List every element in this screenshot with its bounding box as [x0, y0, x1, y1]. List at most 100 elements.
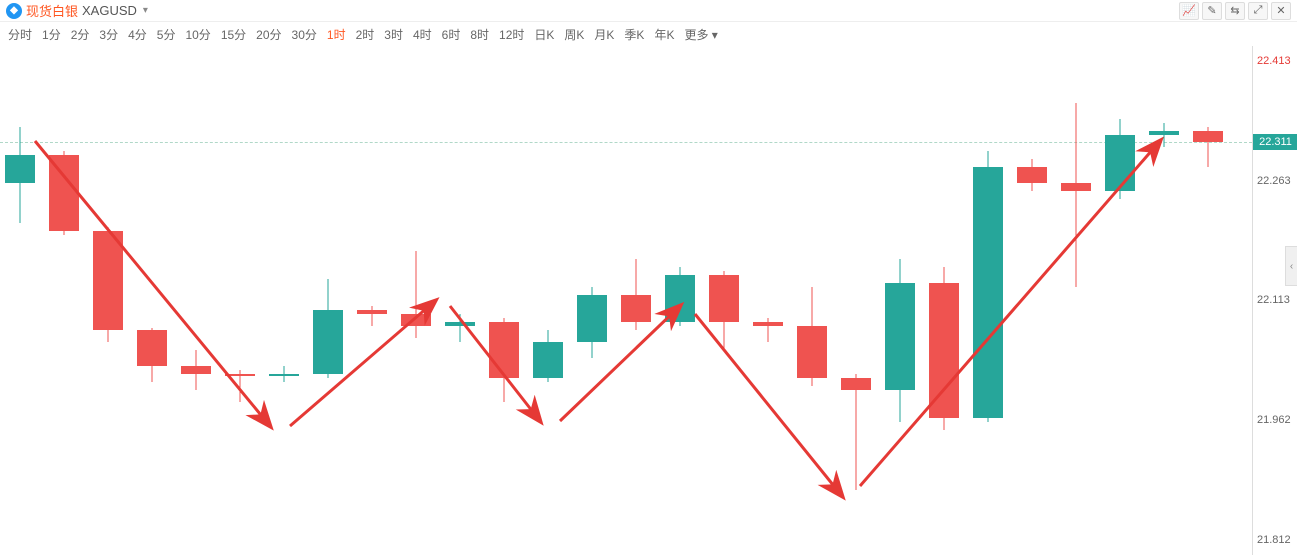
candle-body: [709, 275, 739, 323]
pencil-icon[interactable]: ✎: [1202, 2, 1222, 20]
candle[interactable]: [577, 46, 607, 555]
y-tick: 22.413: [1257, 55, 1291, 67]
timeframe-1分[interactable]: 1分: [42, 26, 61, 43]
arrows-icon[interactable]: ⇆: [1225, 2, 1245, 20]
candle[interactable]: [885, 46, 915, 555]
timeframe-12时[interactable]: 12时: [499, 26, 524, 43]
symbol-area[interactable]: ◆ 现货白银 XAGUSD ▾: [6, 1, 148, 20]
candle[interactable]: [357, 46, 387, 555]
timeframe-5分[interactable]: 5分: [157, 26, 176, 43]
candle-body: [137, 330, 167, 366]
timeframe-bar: 分时 1分 2分 3分 4分 5分 10分 15分 20分 30分 1时 2时 3时 4时 6时 8时 12时日…: [0, 22, 1297, 46]
candle[interactable]: [5, 46, 35, 555]
symbol-icon: ◆: [6, 3, 22, 19]
candle[interactable]: [973, 46, 1003, 555]
candle-body: [489, 322, 519, 378]
timeframe-6时[interactable]: 6时: [442, 26, 461, 43]
timeframe-more[interactable]: 更多 ▾: [684, 26, 717, 43]
candle-body: [1061, 183, 1091, 191]
last-price-tag: 22.311: [1253, 134, 1297, 150]
candle[interactable]: [401, 46, 431, 555]
timeframe-分时[interactable]: 分时: [8, 26, 32, 43]
line-chart-icon[interactable]: 📈: [1179, 2, 1199, 20]
expand-icon[interactable]: ⤢: [1248, 2, 1268, 20]
timeframe-10分[interactable]: 10分: [185, 26, 210, 43]
candle[interactable]: [225, 46, 255, 555]
timeframe-8时[interactable]: 8时: [470, 26, 489, 43]
toolbar: 📈✎⇆⤢✕: [1179, 2, 1291, 20]
candle-body: [841, 378, 871, 390]
candle[interactable]: [665, 46, 695, 555]
candle-body: [93, 231, 123, 331]
candle-body: [181, 366, 211, 374]
candle-body: [533, 342, 563, 378]
candle[interactable]: [1061, 46, 1091, 555]
candle[interactable]: [709, 46, 739, 555]
candle[interactable]: [533, 46, 563, 555]
y-tick: 21.812: [1257, 534, 1291, 546]
y-axis: 22.41322.26322.11321.96221.81222.311: [1252, 46, 1297, 555]
candle[interactable]: [1149, 46, 1179, 555]
candle[interactable]: [753, 46, 783, 555]
timeframe-3时[interactable]: 3时: [384, 26, 403, 43]
candle[interactable]: [1193, 46, 1223, 555]
timeframe-15分[interactable]: 15分: [221, 26, 246, 43]
candle[interactable]: [1017, 46, 1047, 555]
candle[interactable]: [445, 46, 475, 555]
candle-body: [1193, 131, 1223, 142]
candle-body: [753, 322, 783, 326]
timeframe-20分[interactable]: 20分: [256, 26, 281, 43]
candle-wick: [856, 374, 857, 490]
timeframe-30分[interactable]: 30分: [292, 26, 317, 43]
candle[interactable]: [797, 46, 827, 555]
candle-body: [225, 374, 255, 376]
timeframe-1时[interactable]: 1时: [327, 26, 346, 43]
candle[interactable]: [269, 46, 299, 555]
candle-wick: [460, 314, 461, 342]
timeframe-月K[interactable]: 月K: [594, 26, 614, 43]
timeframe-4分[interactable]: 4分: [128, 26, 147, 43]
y-tick: 22.113: [1257, 294, 1290, 306]
candle-body: [401, 314, 431, 326]
y-tick: 22.263: [1257, 175, 1291, 187]
candle-body: [665, 275, 695, 323]
candle[interactable]: [841, 46, 871, 555]
timeframe-3分[interactable]: 3分: [99, 26, 118, 43]
candle[interactable]: [489, 46, 519, 555]
candle-body: [5, 155, 35, 183]
candle-wick: [372, 306, 373, 326]
candle[interactable]: [929, 46, 959, 555]
candle[interactable]: [49, 46, 79, 555]
candle-body: [269, 374, 299, 376]
expand-tab[interactable]: ‹: [1285, 246, 1297, 286]
timeframe-季K[interactable]: 季K: [624, 26, 644, 43]
header-bar: ◆ 现货白银 XAGUSD ▾ 📈✎⇆⤢✕: [0, 0, 1297, 22]
close-icon[interactable]: ✕: [1271, 2, 1291, 20]
candle[interactable]: [137, 46, 167, 555]
timeframe-周K[interactable]: 周K: [564, 26, 584, 43]
candle[interactable]: [621, 46, 651, 555]
candle-wick: [1076, 103, 1077, 286]
candle-body: [313, 310, 343, 374]
timeframe-年K[interactable]: 年K: [654, 26, 674, 43]
timeframe-日K[interactable]: 日K: [534, 26, 554, 43]
candle-body: [1149, 131, 1179, 135]
timeframe-4时[interactable]: 4时: [413, 26, 432, 43]
candle-body: [49, 155, 79, 231]
candle-body: [357, 310, 387, 314]
candle-body: [797, 326, 827, 378]
candle[interactable]: [181, 46, 211, 555]
timeframe-2分[interactable]: 2分: [71, 26, 90, 43]
candle[interactable]: [313, 46, 343, 555]
candle[interactable]: [1105, 46, 1135, 555]
symbol-name: 现货白银: [26, 1, 78, 20]
candle-body: [621, 295, 651, 323]
symbol-dropdown-caret[interactable]: ▾: [143, 5, 148, 16]
candle-body: [973, 167, 1003, 418]
candle-body: [1105, 135, 1135, 191]
candle[interactable]: [93, 46, 123, 555]
timeframe-2时[interactable]: 2时: [356, 26, 375, 43]
candle-body: [577, 295, 607, 343]
chart-plot-area[interactable]: [0, 46, 1252, 555]
candle-wick: [1164, 123, 1165, 147]
